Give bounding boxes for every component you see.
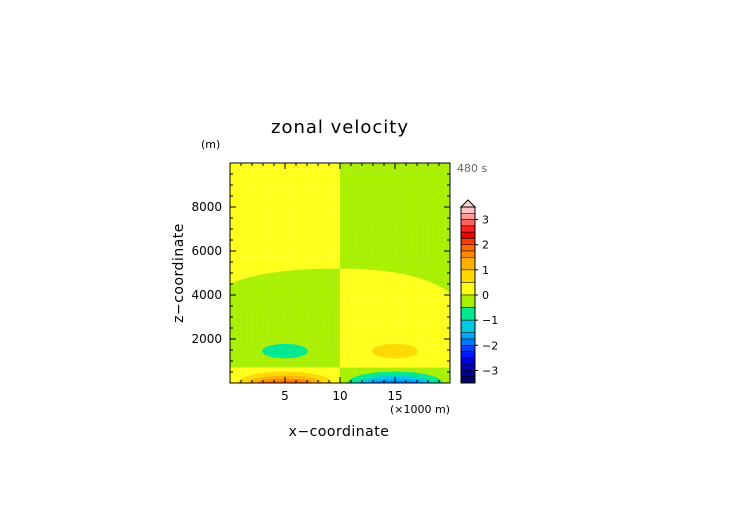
y-tick-label: 6000 bbox=[191, 244, 222, 258]
colorbar-bin bbox=[460, 257, 476, 271]
colorbar-bin bbox=[460, 244, 476, 252]
x-axis-label: x−coordinate bbox=[289, 424, 390, 440]
chart-title: zonal velocity bbox=[271, 117, 409, 138]
x-tick-label: 15 bbox=[387, 389, 402, 403]
y-tick-label: 2000 bbox=[191, 332, 222, 346]
colorbar-bin bbox=[460, 370, 476, 377]
colorbar-bin bbox=[460, 206, 476, 214]
y-axis-label: z−coordinate bbox=[171, 223, 187, 323]
x-tick-label: 10 bbox=[332, 389, 347, 403]
colorbar-bin bbox=[460, 376, 476, 384]
colorbar-bin bbox=[460, 238, 476, 245]
colorbar-bin bbox=[460, 282, 476, 296]
x-unit-label: (×1000 m) bbox=[390, 403, 450, 416]
colorbar-bin bbox=[460, 357, 476, 365]
colorbar-bin bbox=[460, 219, 476, 227]
feature-0 bbox=[261, 343, 309, 359]
colorbar-bin bbox=[460, 213, 476, 220]
colorbar-label: 1 bbox=[482, 264, 489, 277]
colorbar-bin bbox=[460, 363, 476, 371]
interface-left bbox=[230, 268, 340, 284]
colorbar-bin bbox=[460, 294, 476, 308]
feature-1 bbox=[371, 343, 419, 359]
colorbar-bin bbox=[460, 351, 476, 359]
colorbar-bin bbox=[460, 319, 476, 333]
y-tick-label: 4000 bbox=[191, 288, 222, 302]
region-2 bbox=[340, 268, 450, 383]
interface-right bbox=[340, 268, 450, 293]
colorbar-bin bbox=[460, 250, 476, 258]
colorbar-label: −2 bbox=[482, 339, 498, 352]
y-tick-label: 8000 bbox=[191, 200, 222, 214]
colorbar-label: −3 bbox=[482, 364, 498, 377]
colorbar-label: 0 bbox=[482, 289, 489, 302]
colorbar-bin bbox=[460, 338, 476, 346]
colorbar-label: 2 bbox=[482, 239, 489, 252]
colorbar-label: −1 bbox=[482, 314, 498, 327]
colorbar-bin bbox=[460, 307, 476, 321]
plot-grid-lines bbox=[230, 163, 450, 383]
colorbar-bin bbox=[460, 231, 476, 239]
time-label: 480 s bbox=[457, 162, 487, 175]
colorbar-bin bbox=[460, 269, 476, 283]
colorbar-overflow-triangle bbox=[459, 199, 477, 208]
colorbar-bin bbox=[460, 332, 476, 340]
x-axis-ticks: 5 10 15 bbox=[229, 163, 451, 403]
region-3 bbox=[340, 163, 450, 269]
colorbar: 3 2 1 0 −1 −2 −3 bbox=[459, 199, 498, 384]
y-unit-label: (m) bbox=[201, 138, 220, 151]
colorbar-label: 3 bbox=[482, 214, 489, 227]
x-tick-label: 5 bbox=[281, 389, 289, 403]
colorbar-bin bbox=[460, 225, 476, 233]
region-0 bbox=[230, 163, 340, 269]
y-axis-ticks: 2000 4000 6000 8000 bbox=[191, 162, 450, 384]
colorbar-bin bbox=[460, 345, 476, 352]
